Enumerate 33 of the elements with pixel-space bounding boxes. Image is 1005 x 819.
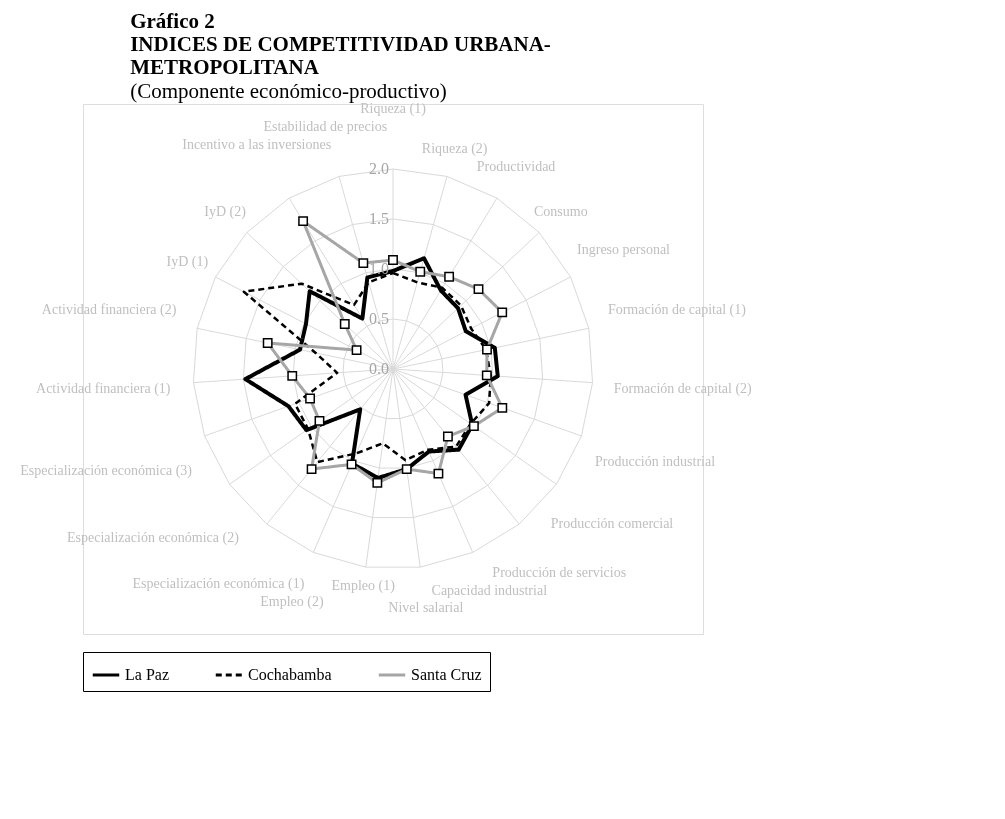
y-tick-label: 0.0 xyxy=(369,360,389,377)
spoke-label: Empleo (1) xyxy=(331,578,396,595)
y-tick-label: 0.5 xyxy=(369,310,389,327)
spoke-label: Formación de capital (1) xyxy=(607,302,747,318)
spoke-label: Nivel salarial xyxy=(388,599,464,615)
spoke-label: Empleo (2) xyxy=(260,593,324,610)
spoke-label: IyD (1) xyxy=(166,254,209,271)
spoke-label: Capacidad industrial xyxy=(431,582,548,598)
spoke-label: Actividad financiera (1) xyxy=(36,380,171,397)
spoke-label: Estabilidad de precios xyxy=(263,119,388,135)
chart-subtitle: (Componente económico-productivo) xyxy=(130,78,447,103)
spoke-label: Riqueza (2) xyxy=(421,140,488,157)
spoke-label: Producción de servicios xyxy=(492,565,627,581)
chart-title: Gráfico 2 INDICES DE COMPETITIVIDAD URBANA- METROPOLITANA xyxy=(130,8,551,79)
spoke-label: Actividad financiera (2) xyxy=(41,302,177,318)
y-tick-label: 1.5 xyxy=(369,210,389,227)
spoke-label: Riqueza (1) xyxy=(360,100,427,117)
legend-label: La Paz xyxy=(125,666,169,683)
legend-label: Santa Cruz xyxy=(411,666,482,683)
spoke-label: Producción industrial xyxy=(594,454,716,470)
spoke-label: Especialización económica (3) xyxy=(20,462,193,479)
spoke-label: Formación de capital (2) xyxy=(613,380,753,397)
spoke-label: Especialización económica (1) xyxy=(132,575,305,592)
spoke-label: Ingreso personal xyxy=(577,241,671,257)
spoke-label: IyD (2) xyxy=(204,204,247,221)
spoke-label: Producción comercial xyxy=(550,515,674,531)
y-tick-label: 2.0 xyxy=(369,160,389,177)
spoke-label: Incentivo a las inversiones xyxy=(182,136,332,152)
spoke-label: Productividad xyxy=(476,158,556,174)
y-tick-label: 1.0 xyxy=(369,260,389,277)
spoke-label: Consumo xyxy=(534,204,588,220)
spoke-label: Especialización económica (2) xyxy=(67,530,240,547)
legend-label: Cochabamba xyxy=(248,666,332,683)
